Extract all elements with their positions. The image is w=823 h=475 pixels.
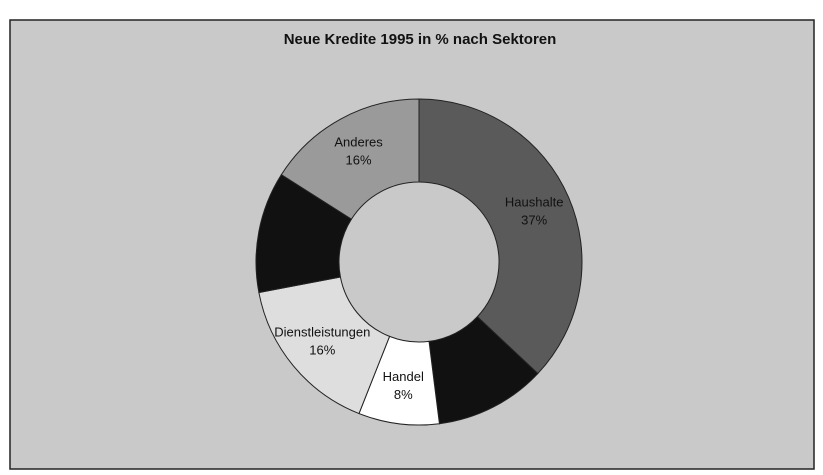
segment-label: Dienstleistungen bbox=[274, 324, 370, 339]
segment-value-label: 8% bbox=[394, 387, 413, 402]
donut-segment bbox=[280, 98, 420, 220]
donut-segment bbox=[418, 98, 583, 375]
segment-value-label: 16% bbox=[309, 342, 335, 357]
donut-segment bbox=[258, 276, 391, 415]
segment-value-label: 37% bbox=[521, 213, 547, 228]
segment-value-label: 16% bbox=[346, 152, 372, 167]
segment-label: Anderes bbox=[334, 134, 383, 149]
chart-title: Neue Kredite 1995 in % nach Sektoren bbox=[284, 31, 557, 48]
segment-label: Handel bbox=[383, 369, 424, 384]
segment-label: Haushalte bbox=[505, 195, 564, 210]
